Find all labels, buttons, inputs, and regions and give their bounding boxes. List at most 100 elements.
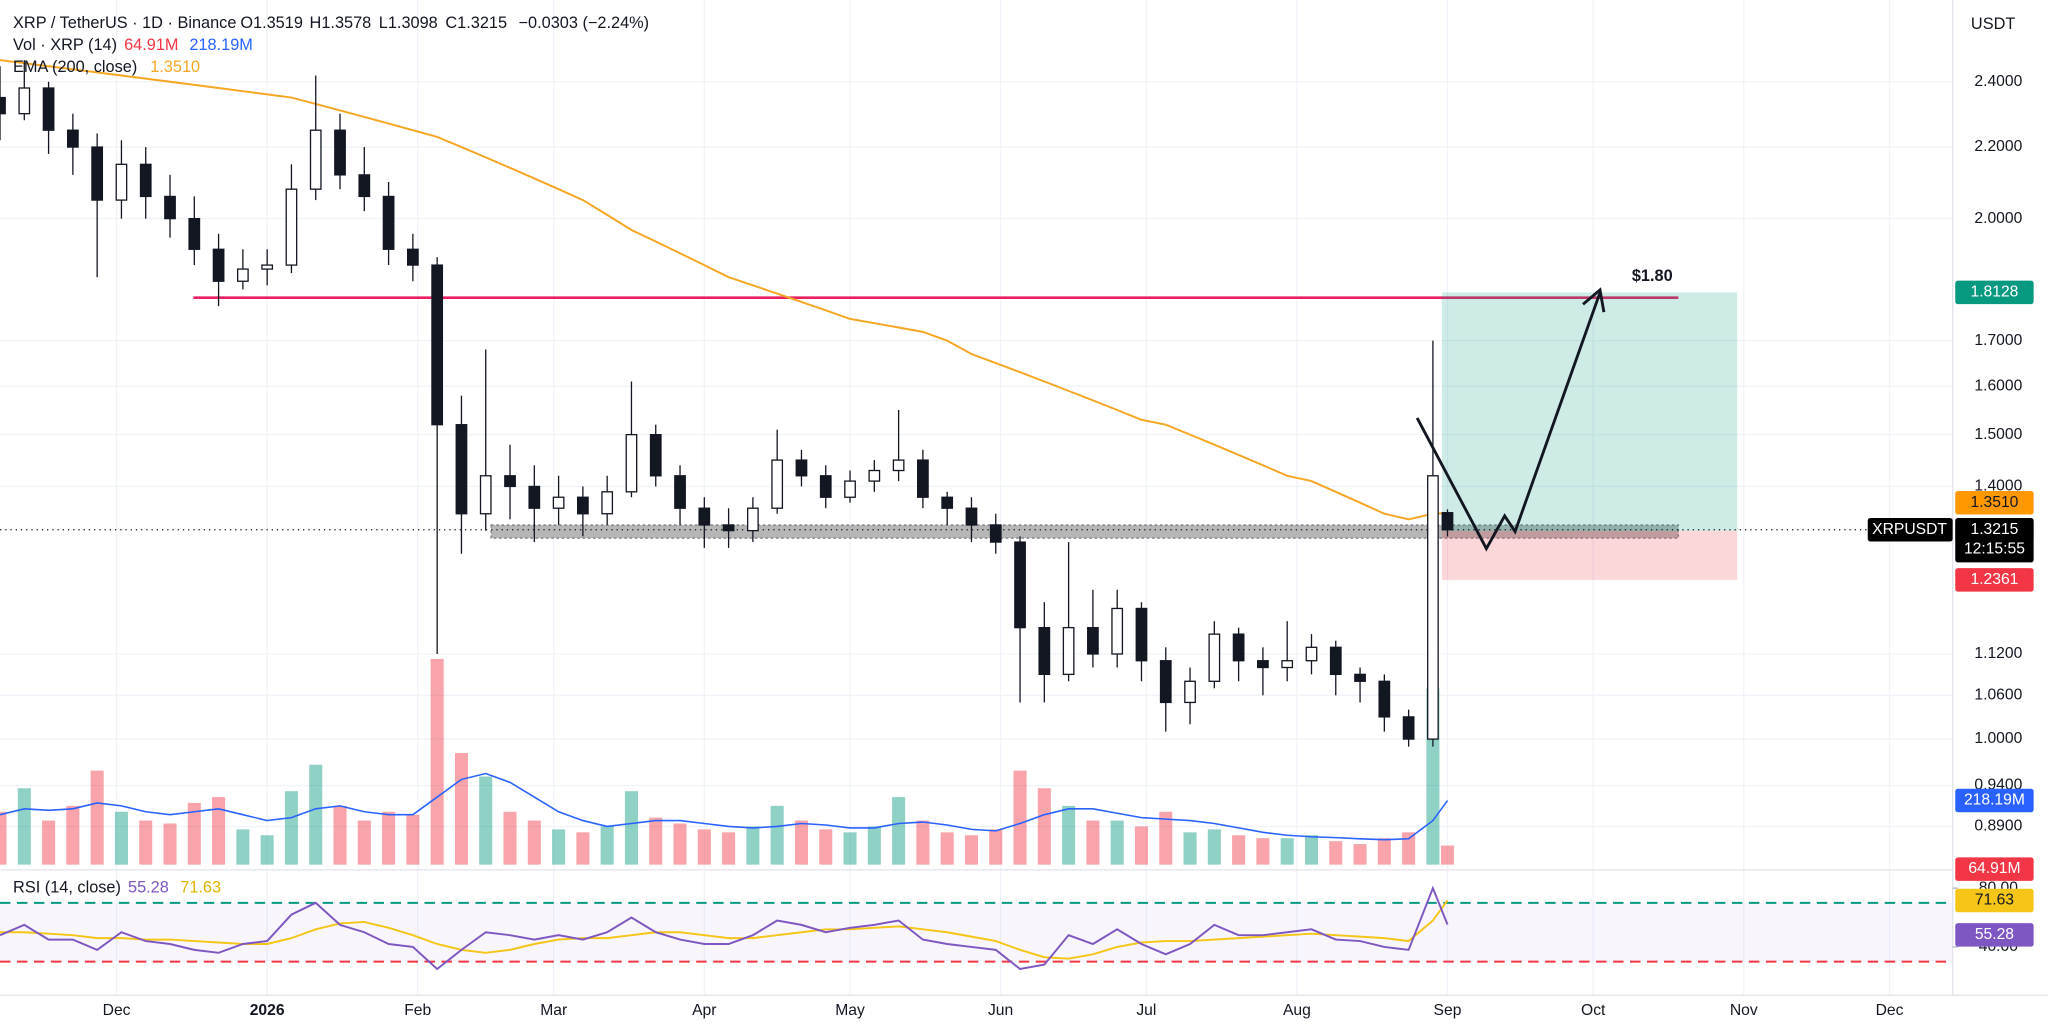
- volume-bar: [1232, 835, 1246, 865]
- x-tick-label: Mar: [540, 1002, 567, 1019]
- candle-body: [868, 469, 881, 482]
- volume-bar: [600, 826, 614, 865]
- volume-bar: [1159, 811, 1173, 865]
- candle-body: [479, 475, 492, 515]
- candle-body: [1257, 660, 1269, 669]
- x-tick-label: Feb: [404, 1002, 431, 1019]
- volume-bar: [940, 832, 954, 865]
- volume-bar: [1037, 788, 1051, 865]
- candle-body: [965, 507, 978, 526]
- y-tick-label: 2.2000: [1974, 138, 2022, 155]
- ohlc-open: O1.3519: [240, 14, 303, 32]
- y-tick-label: 1.5000: [1974, 426, 2022, 443]
- candle-body: [455, 424, 468, 515]
- candle-body: [1354, 673, 1366, 682]
- candle-body: [431, 264, 444, 426]
- volume-bar: [163, 823, 177, 865]
- price-badge: 1.8128: [1955, 280, 2034, 305]
- candle-body: [164, 195, 176, 220]
- volume-bar: [794, 820, 808, 865]
- candle-body: [1062, 626, 1075, 676]
- candle-body: [771, 459, 784, 509]
- volume-bar: [454, 752, 468, 865]
- candle-body: [528, 485, 541, 509]
- change: −0.0303 (−2.24%): [519, 14, 650, 32]
- volume-bar: [66, 805, 80, 865]
- y-tick-label: 1.0000: [1974, 730, 2022, 747]
- volume-bar: [503, 811, 517, 865]
- candle-body: [309, 129, 322, 190]
- volume-bar: [697, 829, 711, 865]
- candle-body: [989, 524, 1002, 543]
- volume-bar: [1280, 838, 1294, 865]
- candle-body: [747, 507, 759, 532]
- candle-body: [18, 87, 31, 115]
- candle-body: [236, 268, 249, 282]
- volume-bar: [1062, 805, 1076, 865]
- grid: [0, 0, 1953, 996]
- candle-body: [382, 195, 395, 250]
- badge-bg: [1955, 788, 2034, 813]
- x-tick-label: Jul: [1136, 1002, 1156, 1019]
- last-badge-label: 1.3215: [1970, 521, 2018, 538]
- volume-bar: [42, 820, 56, 865]
- y-tick-label: 1.0600: [1974, 686, 2022, 703]
- x-tick-label: 2026: [250, 1002, 285, 1019]
- candle-body: [1232, 633, 1245, 662]
- badge-label: 1.3510: [1970, 494, 2018, 511]
- x-tick-label: Dec: [103, 1002, 131, 1019]
- badge-label: 64.91M: [1968, 860, 2020, 877]
- volume-bar: [770, 805, 784, 865]
- volume-bar: [1329, 841, 1343, 865]
- volume-bar: [357, 820, 371, 865]
- candle-body: [844, 480, 856, 498]
- candle-body: [188, 217, 201, 250]
- badge-bg: [1955, 923, 2034, 947]
- candle-body: [42, 87, 55, 131]
- candle-body: [1159, 660, 1172, 704]
- support-zone: [490, 524, 1680, 539]
- ema-line: [0, 59, 1448, 521]
- volume-bar: [722, 832, 736, 865]
- volume-bar: [1440, 845, 1455, 865]
- volume-bar: [1207, 829, 1221, 865]
- badge-bg: [1955, 280, 2034, 305]
- ohlc-low: L1.3098: [379, 14, 438, 32]
- axes: 2.4000 2.2000 2.0000 1.7000 1.6000 1.5000 1.40…: [103, 73, 2034, 1019]
- candle-body: [91, 146, 104, 201]
- badge-label: 1.8128: [1970, 284, 2018, 301]
- x-tick-label: Apr: [692, 1002, 716, 1019]
- badge-bg: [1955, 490, 2034, 515]
- candle-body: [1305, 646, 1318, 662]
- symbol: XRP / TetherUS · 1D · Binance: [13, 14, 236, 32]
- badge-bg: [1955, 888, 2034, 913]
- candle-body: [795, 459, 808, 477]
- candle-body: [0, 96, 6, 115]
- candle-body: [139, 163, 152, 198]
- countdown-label: 12:15:55: [1964, 540, 2025, 557]
- y-tick-label: 1.4000: [1974, 478, 2022, 495]
- candle-body: [1208, 633, 1221, 682]
- volume-ma-value: 218.19M: [189, 36, 252, 54]
- candle-body: [649, 433, 662, 477]
- candle-body: [115, 163, 128, 201]
- candle-body: [1378, 680, 1391, 718]
- candle-body: [66, 129, 79, 148]
- last-badge-bg: [1955, 518, 2034, 563]
- volume-legend: Vol · XRP (14): [13, 36, 117, 54]
- candle-body: [1014, 541, 1026, 629]
- volume-bar: [1013, 770, 1027, 865]
- badge-label: 1.2361: [1970, 571, 2018, 588]
- volume-bar: [1086, 820, 1100, 865]
- arrow-head: [1582, 287, 1606, 313]
- candle-body: [674, 475, 686, 509]
- candle-body: [577, 496, 589, 515]
- volume-bar: [576, 832, 590, 865]
- position-profit: [1441, 292, 1738, 532]
- candle-body: [358, 174, 371, 198]
- target-label: $1.80: [1632, 267, 1673, 285]
- volume-bar: [430, 658, 444, 865]
- ohlc-close: C1.3215: [445, 14, 507, 32]
- y-tick-label: 2.0000: [1974, 210, 2022, 227]
